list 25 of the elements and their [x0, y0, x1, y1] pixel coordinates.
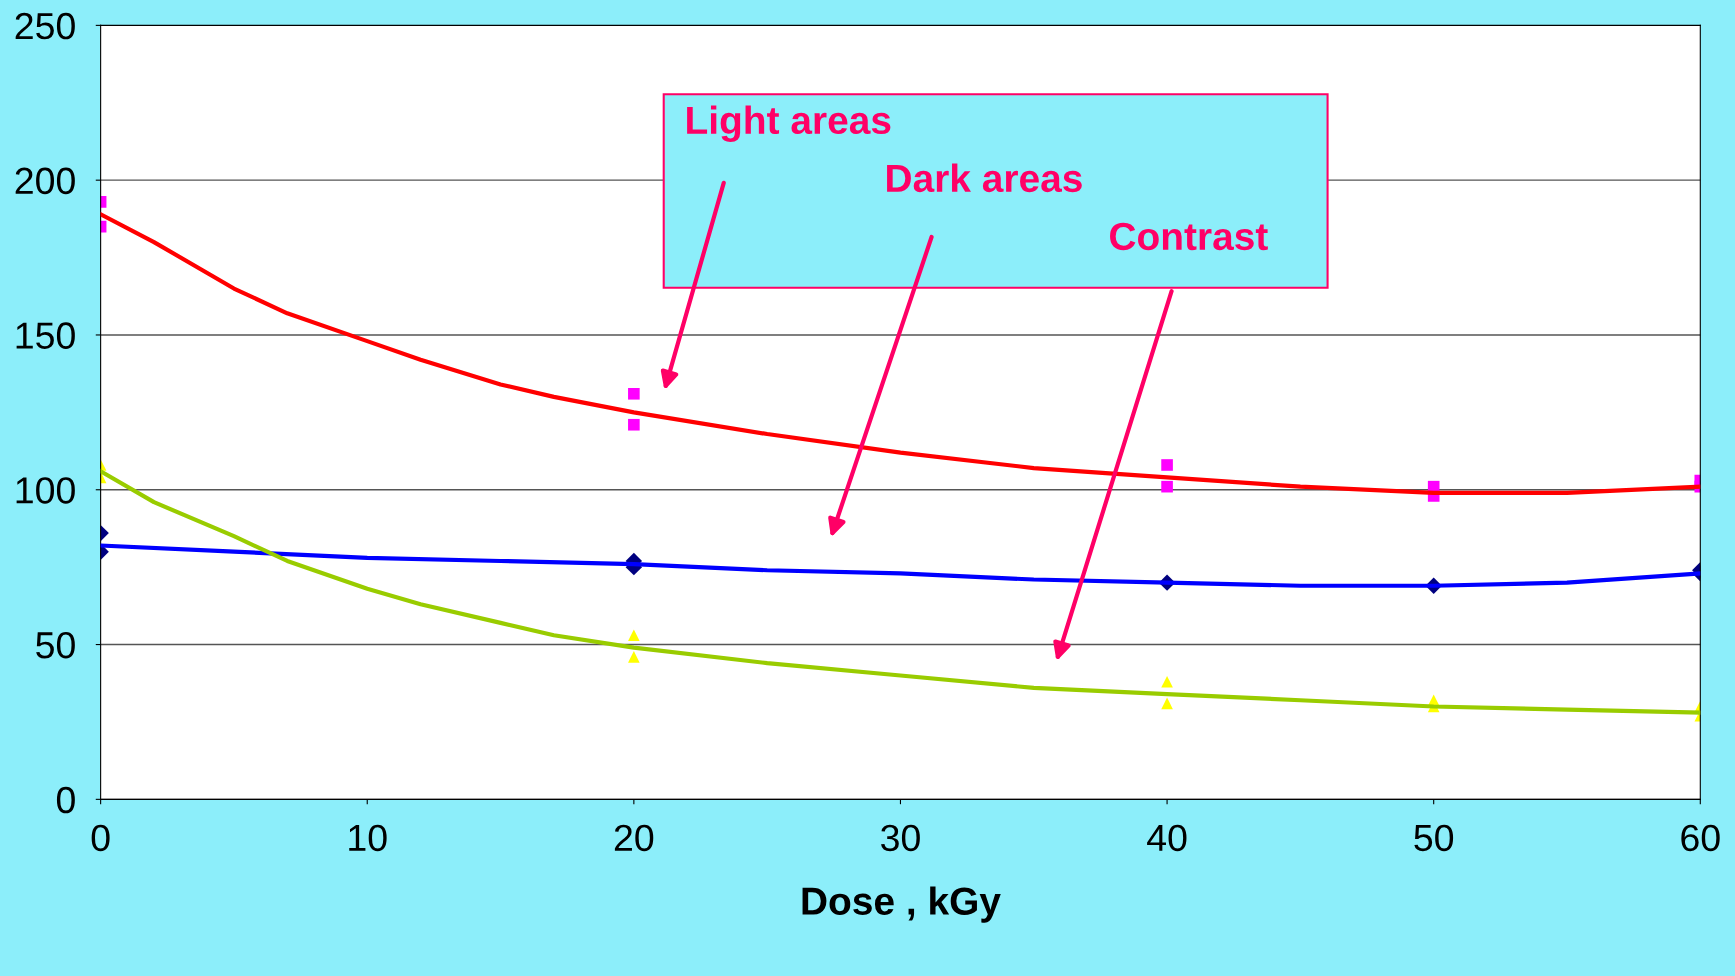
point — [1161, 459, 1173, 471]
x-tick-label: 10 — [349, 824, 387, 852]
point — [628, 651, 640, 663]
point — [628, 387, 640, 400]
y-tick-label: 200 — [15, 167, 75, 195]
y-tick-label: 50 — [36, 631, 75, 659]
x-tick-label: 60 — [1681, 824, 1720, 852]
point — [628, 629, 640, 642]
annotation: Light areas — [687, 105, 891, 142]
x-tick-label: 50 — [1414, 824, 1454, 852]
point — [1161, 697, 1173, 710]
y-tick-label: 150 — [16, 322, 75, 349]
point — [628, 418, 640, 431]
x-axis-title: Dose , kGy — [802, 886, 1001, 923]
point — [1161, 480, 1173, 493]
y-tick-label: 100 — [16, 477, 75, 504]
x-tick-label: 20 — [614, 824, 654, 852]
y-tick-label: 250 — [15, 12, 75, 40]
x-tick-label: 40 — [1147, 824, 1187, 852]
x-tick-label: 30 — [881, 824, 920, 852]
x-tick-label: 0 — [91, 824, 110, 852]
y-tick-label: 0 — [56, 786, 75, 814]
annotation: Contrast — [1110, 222, 1268, 251]
point — [1161, 675, 1173, 688]
annotation: Dark areas — [887, 163, 1082, 193]
